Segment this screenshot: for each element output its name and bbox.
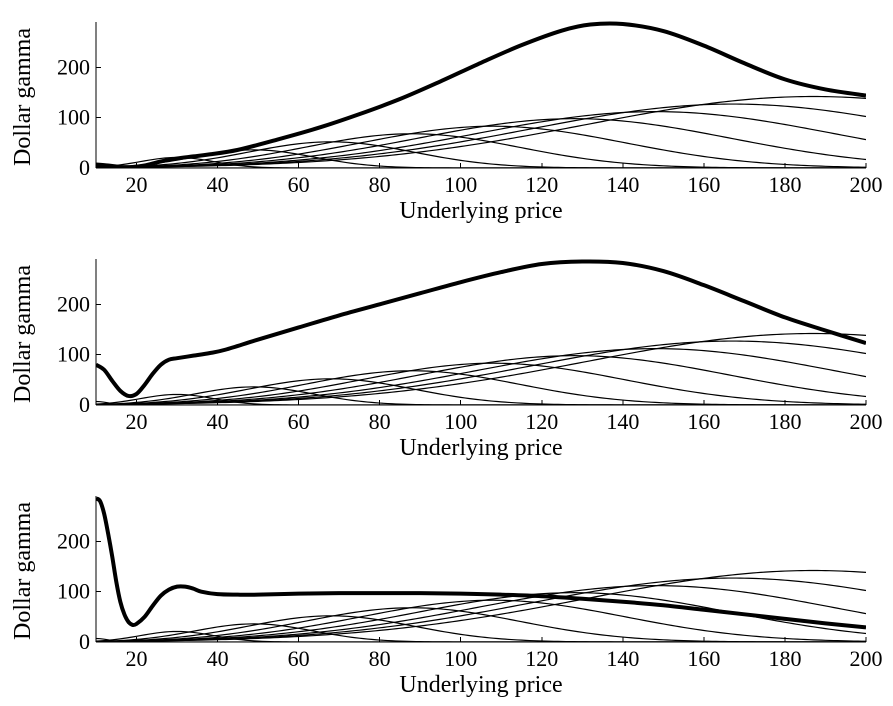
x-tick-label: 200 bbox=[850, 646, 883, 671]
panel-1: 20 40 60 80 100 120 140 160 180 200 0 100 200 Underly… bbox=[10, 21, 883, 224]
x-tick-label: 180 bbox=[768, 646, 801, 671]
y-tick-label: 100 bbox=[57, 342, 90, 367]
x-tick-label: 40 bbox=[207, 409, 229, 434]
plot-area bbox=[96, 21, 866, 168]
axes: 20 40 60 80 100 120 140 160 180 200 0 100 200 Underly… bbox=[10, 496, 883, 698]
option-gamma-curve bbox=[96, 133, 866, 168]
x-tick-label: 100 bbox=[444, 172, 477, 197]
y-tick-label: 200 bbox=[57, 54, 90, 79]
x-tick-label: 160 bbox=[687, 409, 720, 434]
option-gamma-curve bbox=[96, 569, 866, 642]
plot-area bbox=[96, 496, 866, 642]
y-tick-label: 0 bbox=[79, 629, 90, 654]
x-tick-label: 40 bbox=[207, 646, 229, 671]
x-tick-label: 180 bbox=[768, 172, 801, 197]
axes: 20 40 60 80 100 120 140 160 180 200 0 100 200 Underly… bbox=[10, 259, 883, 461]
x-tick-label: 100 bbox=[444, 646, 477, 671]
option-gamma-curve bbox=[96, 607, 866, 642]
option-gamma-curve bbox=[96, 118, 866, 168]
x-tick-label: 60 bbox=[288, 646, 310, 671]
option-gamma-curve bbox=[96, 386, 866, 405]
option-gamma-curve bbox=[96, 615, 866, 642]
x-tick-label: 80 bbox=[369, 172, 391, 197]
x-tick-label: 120 bbox=[525, 409, 558, 434]
x-tick-label: 120 bbox=[525, 172, 558, 197]
option-gamma-curve bbox=[96, 355, 866, 405]
x-axis-label: Underlying price bbox=[399, 198, 562, 224]
x-axis-label: Underlying price bbox=[399, 672, 562, 698]
x-tick-label: 160 bbox=[687, 172, 720, 197]
y-axis-label: Dollar gamma bbox=[10, 265, 36, 403]
y-tick-label: 0 bbox=[79, 155, 90, 180]
x-tick-label: 100 bbox=[444, 409, 477, 434]
option-gamma-curve bbox=[96, 623, 866, 642]
y-tick-label: 100 bbox=[57, 105, 90, 130]
y-tick-label: 200 bbox=[57, 528, 90, 553]
option-gamma-curve bbox=[96, 577, 866, 642]
plot-area bbox=[96, 259, 866, 405]
x-tick-label: 120 bbox=[525, 646, 558, 671]
option-gamma-curve bbox=[96, 332, 866, 405]
panel-2: 20 40 60 80 100 120 140 160 180 200 0 100 200 Underly… bbox=[10, 259, 883, 461]
option-gamma-curve bbox=[96, 378, 866, 405]
x-tick-label: 200 bbox=[850, 409, 883, 434]
x-tick-label: 160 bbox=[687, 646, 720, 671]
axes: 20 40 60 80 100 120 140 160 180 200 0 100 200 Underly… bbox=[10, 22, 883, 224]
x-tick-label: 140 bbox=[606, 409, 639, 434]
x-tick-label: 80 bbox=[369, 409, 391, 434]
y-tick-label: 0 bbox=[79, 392, 90, 417]
x-tick-label: 20 bbox=[126, 646, 148, 671]
y-axis-label: Dollar gamma bbox=[10, 28, 36, 166]
x-tick-label: 20 bbox=[126, 172, 148, 197]
option-gamma-curve bbox=[96, 340, 866, 405]
total-gamma-curve bbox=[96, 496, 866, 630]
option-gamma-curve bbox=[96, 95, 866, 168]
x-tick-label: 200 bbox=[850, 172, 883, 197]
x-tick-label: 80 bbox=[369, 646, 391, 671]
x-tick-label: 60 bbox=[288, 409, 310, 434]
x-tick-label: 40 bbox=[207, 172, 229, 197]
option-gamma-curve bbox=[96, 103, 866, 168]
total-gamma-curve bbox=[96, 259, 866, 399]
y-axis-label: Dollar gamma bbox=[10, 502, 36, 640]
y-tick-label: 100 bbox=[57, 579, 90, 604]
x-tick-label: 140 bbox=[606, 172, 639, 197]
option-gamma-curve bbox=[96, 141, 866, 168]
panel-3: 20 40 60 80 100 120 140 160 180 200 0 100 200 Underly… bbox=[10, 496, 883, 698]
total-gamma-curve bbox=[96, 21, 866, 168]
x-tick-label: 60 bbox=[288, 172, 310, 197]
option-gamma-curve bbox=[96, 370, 866, 405]
x-tick-label: 140 bbox=[606, 646, 639, 671]
x-axis-label: Underlying price bbox=[399, 435, 562, 461]
y-tick-label: 200 bbox=[57, 291, 90, 316]
x-tick-label: 180 bbox=[768, 409, 801, 434]
x-tick-label: 20 bbox=[126, 409, 148, 434]
